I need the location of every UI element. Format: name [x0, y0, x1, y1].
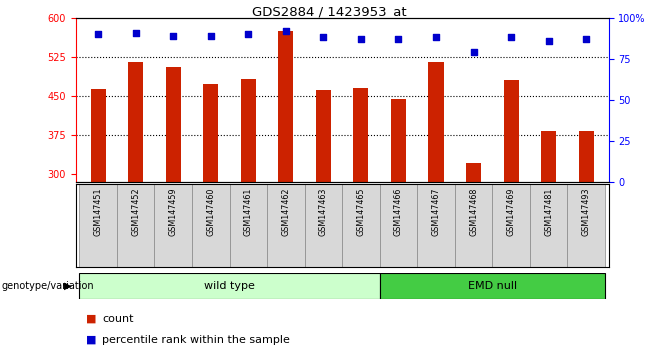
Text: GSM147452: GSM147452 — [131, 187, 140, 236]
Point — [544, 38, 554, 44]
Bar — [417, 184, 455, 267]
Point — [393, 36, 404, 42]
Point — [356, 36, 367, 42]
Bar — [353, 88, 368, 182]
Text: GSM147451: GSM147451 — [93, 187, 103, 236]
Text: wild type: wild type — [204, 281, 255, 291]
Bar — [541, 131, 556, 182]
Point — [581, 36, 592, 42]
Text: GSM147463: GSM147463 — [319, 187, 328, 236]
Text: count: count — [102, 314, 134, 324]
Text: ■: ■ — [86, 335, 96, 345]
Bar — [342, 184, 380, 267]
Bar — [391, 99, 406, 182]
Bar — [503, 80, 519, 182]
Bar — [117, 184, 155, 267]
Bar — [155, 184, 192, 267]
Text: ▶: ▶ — [64, 281, 72, 291]
Text: GSM147466: GSM147466 — [394, 187, 403, 236]
Point — [205, 33, 216, 39]
Bar — [230, 184, 267, 267]
Bar — [380, 273, 605, 299]
Bar — [80, 273, 380, 299]
Text: GSM147459: GSM147459 — [168, 187, 178, 236]
Bar — [492, 184, 530, 267]
Bar — [466, 163, 481, 182]
Bar — [128, 62, 143, 182]
Text: GSM147481: GSM147481 — [544, 187, 553, 236]
Bar — [380, 184, 417, 267]
Bar — [567, 184, 605, 267]
Bar — [80, 184, 117, 267]
Text: GSM147465: GSM147465 — [357, 187, 365, 236]
Point — [168, 33, 178, 39]
Point — [318, 35, 328, 40]
Text: GSM147493: GSM147493 — [582, 187, 591, 236]
Bar — [166, 67, 181, 182]
Bar — [455, 184, 492, 267]
Bar — [316, 90, 331, 182]
Text: GSM147460: GSM147460 — [207, 187, 215, 236]
Point — [468, 50, 479, 55]
Bar — [203, 84, 218, 182]
Point — [280, 28, 291, 34]
Point — [431, 35, 442, 40]
Point — [243, 32, 253, 37]
Point — [506, 35, 517, 40]
Text: genotype/variation: genotype/variation — [1, 281, 94, 291]
Bar — [278, 31, 293, 182]
Point — [93, 32, 103, 37]
Text: GSM147462: GSM147462 — [282, 187, 290, 236]
Text: GSM147467: GSM147467 — [432, 187, 440, 236]
Text: GSM147461: GSM147461 — [244, 187, 253, 236]
Text: EMD null: EMD null — [468, 281, 517, 291]
Text: GSM147468: GSM147468 — [469, 187, 478, 236]
Bar — [305, 184, 342, 267]
Text: GSM147469: GSM147469 — [507, 187, 516, 236]
Bar — [91, 89, 106, 182]
Bar — [428, 62, 443, 182]
Bar — [241, 79, 256, 182]
Text: ■: ■ — [86, 314, 96, 324]
Text: GDS2884 / 1423953_at: GDS2884 / 1423953_at — [252, 5, 406, 18]
Bar — [530, 184, 567, 267]
Text: percentile rank within the sample: percentile rank within the sample — [102, 335, 290, 345]
Bar — [192, 184, 230, 267]
Point — [130, 30, 141, 35]
Bar — [578, 131, 594, 182]
Bar — [267, 184, 305, 267]
